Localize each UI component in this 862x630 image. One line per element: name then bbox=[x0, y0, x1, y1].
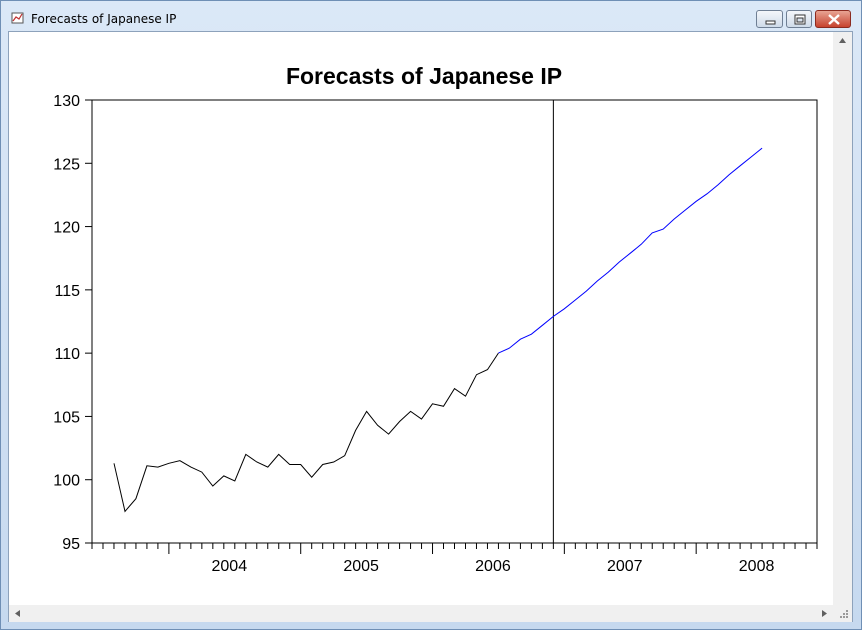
y-tick-label-110: 110 bbox=[54, 346, 80, 363]
x-tick-label-2007: 2007 bbox=[607, 558, 643, 575]
y-tick-label-115: 115 bbox=[54, 283, 80, 300]
plot-frame bbox=[91, 99, 818, 544]
scroll-right-arrow-icon[interactable] bbox=[816, 605, 833, 622]
y-tick-label-95: 95 bbox=[62, 536, 80, 553]
x-tick-label-2008: 2008 bbox=[739, 558, 775, 575]
scroll-up-arrow-icon[interactable] bbox=[833, 32, 852, 49]
x-tick-label-2004: 2004 bbox=[212, 558, 248, 575]
chart-title: Forecasts of Japanese IP bbox=[286, 63, 562, 89]
window-title: Forecasts of Japanese IP bbox=[31, 12, 177, 26]
title-bar[interactable]: Forecasts of Japanese IP bbox=[1, 1, 861, 31]
series-line-0 bbox=[113, 352, 499, 513]
x-tick-label-2006: 2006 bbox=[475, 558, 511, 575]
y-tick-label-120: 120 bbox=[53, 220, 80, 237]
y-tick-label-125: 125 bbox=[53, 156, 80, 173]
vertical-scrollbar[interactable] bbox=[833, 32, 852, 605]
minimize-icon bbox=[765, 20, 776, 25]
x-tick-label-2005: 2005 bbox=[343, 558, 379, 575]
app-graph-icon bbox=[11, 12, 24, 24]
maximize-button[interactable] bbox=[786, 10, 812, 28]
minimize-button[interactable] bbox=[756, 10, 783, 28]
y-tick-label-105: 105 bbox=[53, 409, 80, 426]
resize-grip-icon[interactable] bbox=[833, 605, 852, 622]
resize-grip[interactable] bbox=[833, 605, 852, 622]
horizontal-scrollbar[interactable] bbox=[9, 605, 833, 622]
y-tick-label-100: 100 bbox=[53, 473, 80, 490]
line-chart: Forecasts of Japanese IP 95 100 105 110 115 1… bbox=[53, 63, 818, 575]
close-button[interactable] bbox=[815, 10, 851, 28]
y-tick-label-130: 130 bbox=[53, 93, 80, 110]
chart-client-area: Forecasts of Japanese IP 95 100 105 110 115 1… bbox=[8, 31, 853, 622]
series-line-1 bbox=[498, 147, 763, 354]
scroll-left-arrow-icon[interactable] bbox=[9, 605, 26, 622]
maximize-icon bbox=[794, 14, 806, 25]
close-icon bbox=[828, 14, 840, 25]
